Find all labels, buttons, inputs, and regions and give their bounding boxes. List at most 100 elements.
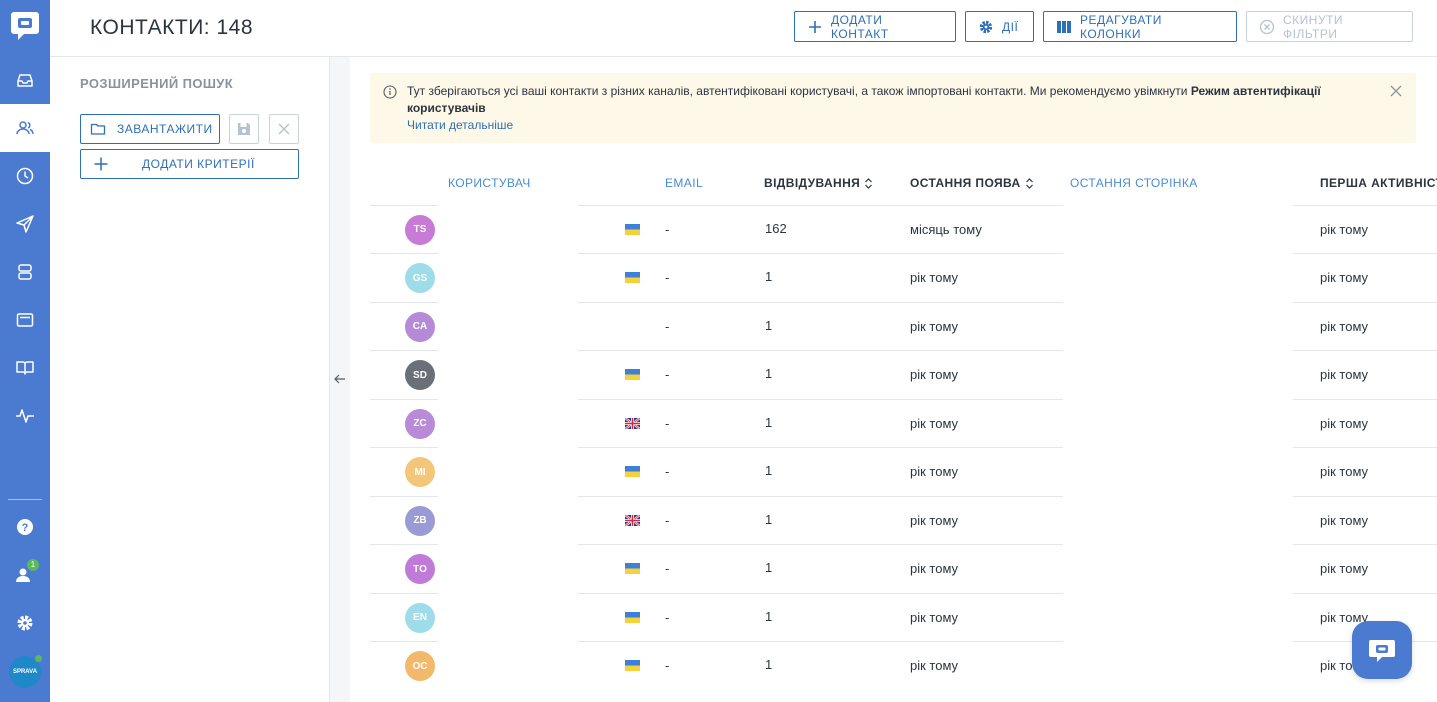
database-icon	[18, 264, 32, 280]
add-criteria-label: ДОДАТИ КРИТЕРІЇ	[142, 157, 255, 171]
info-notice: Тут зберігаються усі ваші контакти з різ…	[370, 73, 1416, 143]
collapse-panel-handle[interactable]	[330, 57, 350, 702]
contacts-icon	[16, 121, 34, 135]
row-divider	[1293, 301, 1437, 303]
load-search-button[interactable]: ЗАВАНТАЖИТИ	[80, 114, 220, 144]
contact-avatar[interactable]: TS	[405, 214, 435, 245]
sidebar-item-wallet[interactable]	[0, 296, 50, 344]
column-header-last-page[interactable]: ОСТАННЯ СТОРІНКА	[1070, 176, 1198, 190]
contact-avatar[interactable]: OC	[405, 651, 435, 681]
add-contact-button[interactable]: ДОДАТИ КОНТАКТ	[794, 11, 956, 42]
last-seen-cell: рік тому	[910, 318, 959, 334]
visits-cell: 1	[765, 317, 773, 333]
contact-avatar[interactable]: CA	[405, 311, 435, 342]
sidebar-item-campaigns[interactable]	[0, 200, 50, 248]
table-row[interactable]: TO - 1 рік тому рік тому	[370, 544, 1437, 593]
table-row[interactable]: CA - 1 рік тому рік тому	[370, 301, 1437, 351]
last-seen-cell: рік тому	[910, 464, 959, 479]
email-cell: -	[665, 221, 670, 237]
column-header-last-seen-label: ОСТАННЯ ПОЯВА	[910, 176, 1021, 190]
contact-avatar[interactable]: GS	[405, 263, 435, 293]
last-seen-cell: рік тому	[910, 561, 959, 576]
contact-avatar[interactable]: TO	[405, 554, 435, 584]
last-seen-cell: рік тому	[910, 658, 959, 673]
table-row[interactable]: ZC - 1 рік тому рік тому	[370, 398, 1437, 448]
clear-search-button[interactable]	[269, 114, 299, 144]
contact-avatar[interactable]: SD	[405, 360, 435, 390]
first-activity-cell: рік тому	[1320, 464, 1369, 479]
actions-button[interactable]: ДІЇ	[965, 11, 1034, 42]
column-header-visits-label: ВІДВІДУВАННЯ	[764, 176, 861, 190]
last-seen-cell: рік тому	[910, 367, 959, 382]
inbox-icon	[17, 74, 33, 87]
visits-cell: 1	[765, 657, 773, 672]
row-divider	[578, 592, 1063, 594]
notice-text-plain: Тут зберігаються усі ваші контакти з різ…	[407, 84, 1191, 98]
team-icon	[16, 568, 30, 582]
chat-logo-icon	[11, 12, 39, 40]
last-seen-cell: рік тому	[910, 512, 959, 528]
column-header-visits[interactable]: ВІДВІДУВАННЯ	[764, 176, 873, 190]
save-search-button[interactable]	[229, 114, 259, 144]
edit-columns-button[interactable]: РЕДАГУВАТИ КОЛОНКИ	[1043, 11, 1237, 42]
email-cell: -	[665, 512, 670, 528]
column-header-first-activity-label: ПЕРША АКТИВНІСТЬ	[1320, 176, 1437, 190]
column-header-first-activity[interactable]: ПЕРША АКТИВНІСТЬ	[1320, 176, 1437, 190]
close-circle-icon	[1259, 19, 1275, 34]
app-logo[interactable]	[10, 10, 40, 42]
add-criteria-button[interactable]: ДОДАТИ КРИТЕРІЇ	[80, 149, 299, 179]
flag-ua-icon	[625, 369, 640, 380]
row-divider	[578, 447, 1063, 448]
sidebar-item-team[interactable]: 1	[0, 551, 50, 599]
email-cell: -	[665, 464, 670, 479]
flag-ua-icon	[625, 223, 640, 235]
close-icon[interactable]	[1390, 85, 1402, 97]
sidebar-item-knowledge[interactable]	[0, 344, 50, 392]
last-seen-cell: рік тому	[910, 415, 959, 431]
wallet-icon	[16, 313, 34, 327]
table-row[interactable]: TS - 162 місяць тому рік тому	[370, 204, 1437, 254]
visits-cell: 1	[765, 511, 773, 527]
table-row[interactable]: MI - 1 рік тому рік тому	[370, 447, 1437, 496]
table-row[interactable]: EN - 1 рік тому рік тому	[370, 592, 1437, 642]
contact-avatar[interactable]: ZB	[405, 505, 435, 536]
table-row[interactable]: GS - 1 рік тому рік тому	[370, 253, 1437, 302]
contact-avatar[interactable]: MI	[405, 457, 435, 487]
sidebar-item-inbox[interactable]	[0, 56, 50, 104]
first-activity-cell: рік то	[1320, 658, 1353, 673]
columns-icon	[1057, 20, 1071, 33]
last-seen-cell: рік тому	[910, 609, 959, 625]
activity-icon	[16, 409, 34, 423]
column-header-email[interactable]: EMAIL	[665, 176, 703, 190]
sidebar-item-contacts[interactable]	[0, 104, 50, 152]
sidebar-item-history[interactable]	[0, 152, 50, 200]
sidebar: ? 1 SPRAVA	[0, 0, 50, 702]
sidebar-item-analytics[interactable]	[0, 392, 50, 440]
row-divider	[578, 641, 1063, 642]
row-divider	[1293, 350, 1437, 351]
contact-avatar[interactable]: EN	[405, 602, 435, 633]
column-header-last-seen[interactable]: ОСТАННЯ ПОЯВА	[910, 176, 1034, 190]
row-divider	[1293, 398, 1437, 400]
row-divider	[1293, 204, 1437, 206]
row-divider	[578, 204, 1063, 206]
table-row[interactable]: SD - 1 рік тому рік тому	[370, 350, 1437, 399]
row-divider	[370, 204, 438, 206]
chat-widget-button[interactable]	[1352, 621, 1412, 679]
read-more-link[interactable]: Читати детальніше	[407, 118, 514, 132]
email-cell: -	[665, 658, 670, 673]
contact-avatar[interactable]: ZC	[405, 408, 435, 439]
info-icon	[383, 85, 397, 99]
column-header-user[interactable]: КОРИСТУВАЧ	[448, 176, 531, 190]
email-cell: -	[665, 561, 670, 576]
row-divider	[1293, 253, 1437, 254]
visits-cell: 1	[765, 560, 773, 575]
table-row[interactable]: OC - 1 рік тому рік то	[370, 641, 1437, 690]
row-divider	[370, 641, 438, 642]
sidebar-item-help[interactable]: ?	[0, 503, 50, 551]
sidebar-item-database[interactable]	[0, 248, 50, 296]
reset-filters-button[interactable]: СКИНУТИ ФІЛЬТРИ	[1246, 11, 1413, 42]
sidebar-item-settings[interactable]	[0, 599, 50, 647]
table-row[interactable]: ZB - 1 рік тому рік тому	[370, 495, 1437, 545]
folder-icon	[90, 123, 106, 135]
